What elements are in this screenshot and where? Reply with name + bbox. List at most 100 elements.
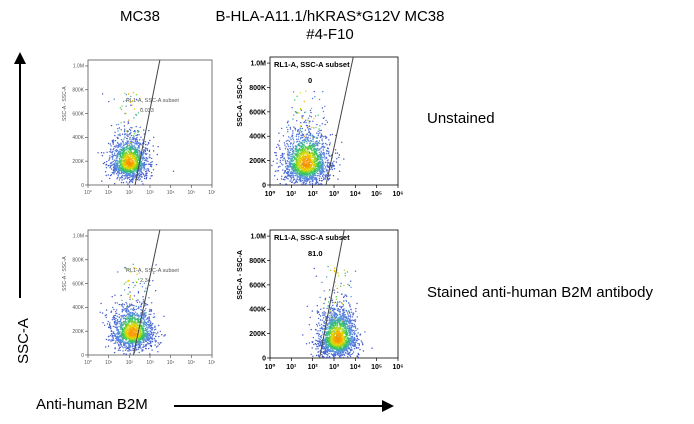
event-point [132, 309, 134, 311]
event-point [122, 309, 125, 311]
event-point [315, 164, 317, 166]
event-point [318, 166, 321, 168]
event-point [154, 344, 156, 346]
event-point [146, 335, 149, 337]
event-point [129, 291, 131, 293]
event-point [145, 348, 147, 350]
event-point [131, 344, 134, 346]
event-point [302, 151, 304, 154]
event-point [116, 315, 118, 317]
event-point [308, 158, 310, 160]
event-point [144, 165, 146, 167]
event-point [320, 161, 322, 163]
event-point [124, 327, 126, 330]
event-point [139, 126, 141, 128]
event-point [292, 159, 294, 162]
event-point [312, 137, 314, 139]
event-point [139, 178, 142, 180]
event-point [134, 324, 136, 327]
event-point [333, 160, 335, 163]
event-point [120, 335, 123, 337]
event-point [130, 326, 132, 328]
event-point [117, 162, 119, 164]
event-point [148, 297, 150, 299]
event-point [298, 154, 301, 156]
event-point [132, 349, 134, 352]
event-point [305, 180, 307, 183]
event-point [284, 160, 287, 163]
event-point [121, 167, 124, 170]
event-point [111, 140, 114, 142]
event-point [315, 153, 317, 156]
event-point [115, 339, 118, 341]
event-point [286, 173, 289, 175]
event-point [307, 166, 309, 168]
event-point [299, 147, 301, 150]
event-point [144, 312, 146, 314]
event-point [127, 93, 130, 95]
event-point [120, 315, 122, 317]
event-point [274, 152, 276, 154]
event-point [163, 315, 165, 317]
event-point [313, 164, 315, 167]
event-point [301, 148, 304, 151]
event-point [130, 155, 132, 157]
event-point [145, 173, 147, 175]
event-point [127, 156, 129, 158]
event-point [133, 165, 135, 167]
event-point [321, 159, 324, 161]
event-point [118, 320, 121, 323]
event-point [136, 155, 138, 157]
event-point [302, 163, 304, 165]
event-point [114, 342, 117, 344]
event-point [148, 326, 150, 329]
event-point [289, 180, 291, 182]
event-point [320, 154, 323, 156]
x-tick-label: 10⁰ [84, 190, 92, 196]
event-point [145, 322, 148, 324]
event-point [295, 111, 297, 113]
event-point [121, 314, 123, 317]
y-axis-label: SSC-A - SSC-A [62, 86, 68, 121]
event-point [112, 155, 114, 157]
x-tick-label: 10² [308, 191, 319, 198]
event-point [149, 330, 151, 332]
event-point [323, 173, 325, 175]
event-point [313, 154, 315, 156]
event-point [127, 166, 130, 168]
event-point [145, 302, 147, 305]
event-point [136, 166, 138, 169]
event-point [324, 158, 326, 160]
event-point [126, 133, 128, 135]
event-point [143, 167, 145, 169]
event-point [317, 156, 320, 158]
event-point [321, 107, 324, 109]
event-point [124, 337, 126, 339]
event-point [305, 119, 307, 122]
event-point [123, 121, 125, 123]
event-point [126, 347, 128, 349]
event-point [145, 323, 147, 326]
event-point [151, 338, 154, 340]
event-point [121, 163, 123, 166]
event-point [299, 170, 302, 172]
event-point [146, 175, 148, 177]
event-point [309, 180, 311, 183]
event-point [123, 143, 125, 145]
event-point [151, 302, 153, 304]
column-title-line1: MC38 [119, 8, 160, 25]
x-tick-label: 10³ [146, 360, 154, 366]
event-point [148, 170, 150, 172]
event-point [284, 148, 287, 150]
event-point [120, 344, 123, 346]
event-point [304, 155, 306, 158]
event-point [338, 156, 340, 159]
event-point [121, 324, 124, 326]
event-point [290, 142, 292, 144]
event-point [130, 134, 133, 137]
event-point [292, 118, 294, 120]
event-point [299, 92, 301, 94]
x-tick-label: 10² [126, 360, 134, 366]
event-point [304, 140, 306, 142]
event-point [305, 179, 307, 181]
